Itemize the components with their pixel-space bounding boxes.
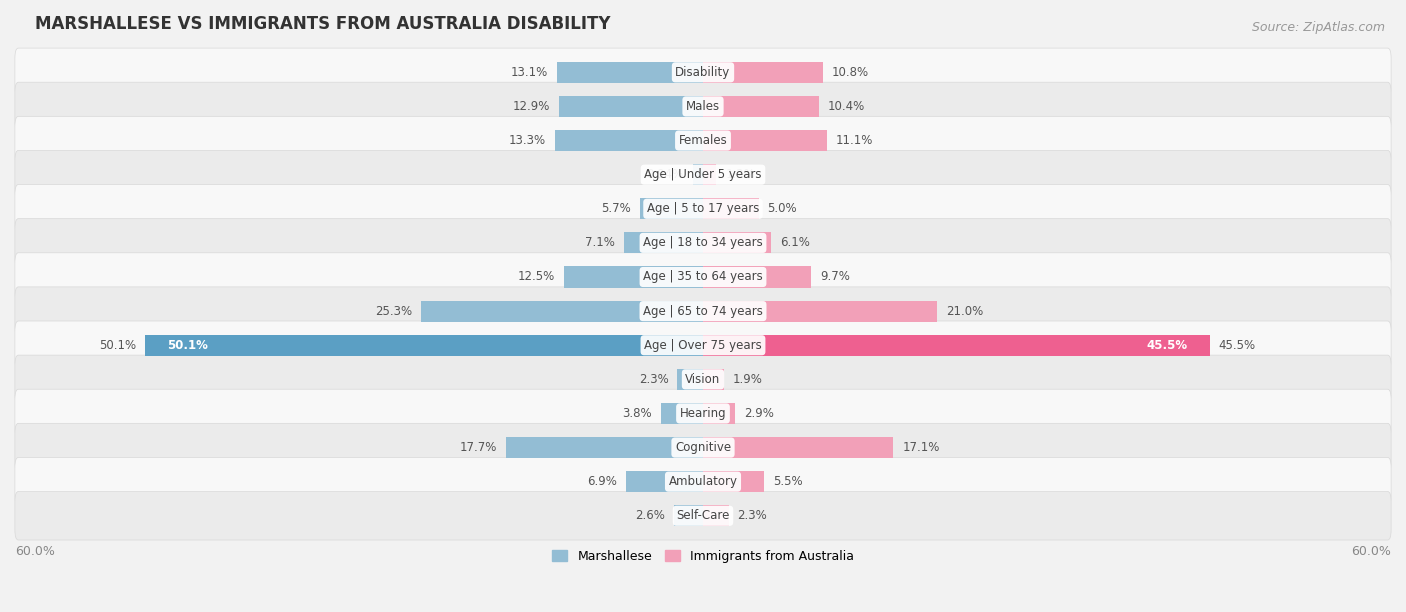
Bar — [703, 437, 893, 458]
Text: Cognitive: Cognitive — [675, 441, 731, 454]
Text: Age | 65 to 74 years: Age | 65 to 74 years — [643, 305, 763, 318]
Text: 1.9%: 1.9% — [733, 373, 763, 386]
Text: Females: Females — [679, 134, 727, 147]
Text: 13.3%: 13.3% — [509, 134, 546, 147]
Text: 2.3%: 2.3% — [638, 373, 668, 386]
Text: 45.5%: 45.5% — [1219, 338, 1256, 352]
Bar — [703, 164, 717, 185]
Text: 10.4%: 10.4% — [828, 100, 865, 113]
Bar — [555, 130, 703, 151]
Bar — [703, 130, 827, 151]
Text: 9.7%: 9.7% — [820, 271, 849, 283]
Text: Age | Under 5 years: Age | Under 5 years — [644, 168, 762, 181]
FancyBboxPatch shape — [15, 151, 1391, 199]
Bar — [564, 266, 703, 288]
Text: 0.94%: 0.94% — [647, 168, 683, 181]
Bar — [703, 96, 818, 117]
Text: 45.5%: 45.5% — [1146, 338, 1187, 352]
Text: MARSHALLESE VS IMMIGRANTS FROM AUSTRALIA DISABILITY: MARSHALLESE VS IMMIGRANTS FROM AUSTRALIA… — [35, 15, 610, 33]
FancyBboxPatch shape — [15, 287, 1391, 335]
Text: 6.1%: 6.1% — [780, 236, 810, 249]
Text: 5.0%: 5.0% — [768, 203, 797, 215]
Bar — [703, 266, 811, 288]
Bar — [624, 233, 703, 253]
Text: Vision: Vision — [685, 373, 721, 386]
Text: 5.7%: 5.7% — [600, 203, 631, 215]
Bar — [560, 96, 703, 117]
Bar — [703, 403, 735, 424]
Text: 5.5%: 5.5% — [773, 475, 803, 488]
Bar — [703, 335, 1209, 356]
Text: 17.1%: 17.1% — [903, 441, 939, 454]
Bar — [506, 437, 703, 458]
Text: Age | Over 75 years: Age | Over 75 years — [644, 338, 762, 352]
Text: Age | 5 to 17 years: Age | 5 to 17 years — [647, 203, 759, 215]
Text: 10.8%: 10.8% — [832, 66, 869, 79]
Bar — [678, 369, 703, 390]
Text: 2.9%: 2.9% — [744, 407, 775, 420]
Text: Disability: Disability — [675, 66, 731, 79]
FancyBboxPatch shape — [15, 253, 1391, 301]
Text: 2.3%: 2.3% — [738, 509, 768, 522]
Text: 13.1%: 13.1% — [510, 66, 548, 79]
Text: 21.0%: 21.0% — [946, 305, 983, 318]
Bar — [661, 403, 703, 424]
Bar — [703, 369, 724, 390]
Bar — [703, 233, 770, 253]
Text: Source: ZipAtlas.com: Source: ZipAtlas.com — [1251, 21, 1385, 34]
Text: 17.7%: 17.7% — [460, 441, 496, 454]
Text: 25.3%: 25.3% — [375, 305, 412, 318]
Bar — [145, 335, 703, 356]
Legend: Marshallese, Immigrants from Australia: Marshallese, Immigrants from Australia — [547, 545, 859, 568]
Text: 3.8%: 3.8% — [623, 407, 652, 420]
FancyBboxPatch shape — [15, 48, 1391, 97]
Bar — [703, 506, 728, 526]
FancyBboxPatch shape — [15, 82, 1391, 130]
FancyBboxPatch shape — [15, 355, 1391, 403]
FancyBboxPatch shape — [15, 389, 1391, 438]
FancyBboxPatch shape — [15, 424, 1391, 472]
Text: Males: Males — [686, 100, 720, 113]
Bar — [640, 198, 703, 219]
Text: Self-Care: Self-Care — [676, 509, 730, 522]
Bar — [703, 471, 765, 492]
FancyBboxPatch shape — [15, 491, 1391, 540]
Text: Age | 18 to 34 years: Age | 18 to 34 years — [643, 236, 763, 249]
Bar — [673, 506, 703, 526]
FancyBboxPatch shape — [15, 116, 1391, 165]
Text: 50.1%: 50.1% — [167, 338, 208, 352]
Bar — [703, 62, 824, 83]
Text: 12.5%: 12.5% — [517, 271, 555, 283]
Bar — [626, 471, 703, 492]
Text: 50.1%: 50.1% — [100, 338, 136, 352]
Text: 12.9%: 12.9% — [513, 100, 551, 113]
FancyBboxPatch shape — [15, 457, 1391, 506]
Text: 7.1%: 7.1% — [585, 236, 614, 249]
FancyBboxPatch shape — [15, 321, 1391, 370]
Bar — [422, 300, 703, 322]
Text: Age | 35 to 64 years: Age | 35 to 64 years — [643, 271, 763, 283]
Bar — [557, 62, 703, 83]
FancyBboxPatch shape — [15, 185, 1391, 233]
Bar — [703, 198, 759, 219]
Text: 1.2%: 1.2% — [725, 168, 755, 181]
Text: Ambulatory: Ambulatory — [668, 475, 738, 488]
Bar — [703, 300, 936, 322]
Text: 11.1%: 11.1% — [835, 134, 873, 147]
FancyBboxPatch shape — [15, 218, 1391, 267]
Text: 2.6%: 2.6% — [636, 509, 665, 522]
Bar — [693, 164, 703, 185]
Text: Hearing: Hearing — [679, 407, 727, 420]
Text: 6.9%: 6.9% — [588, 475, 617, 488]
